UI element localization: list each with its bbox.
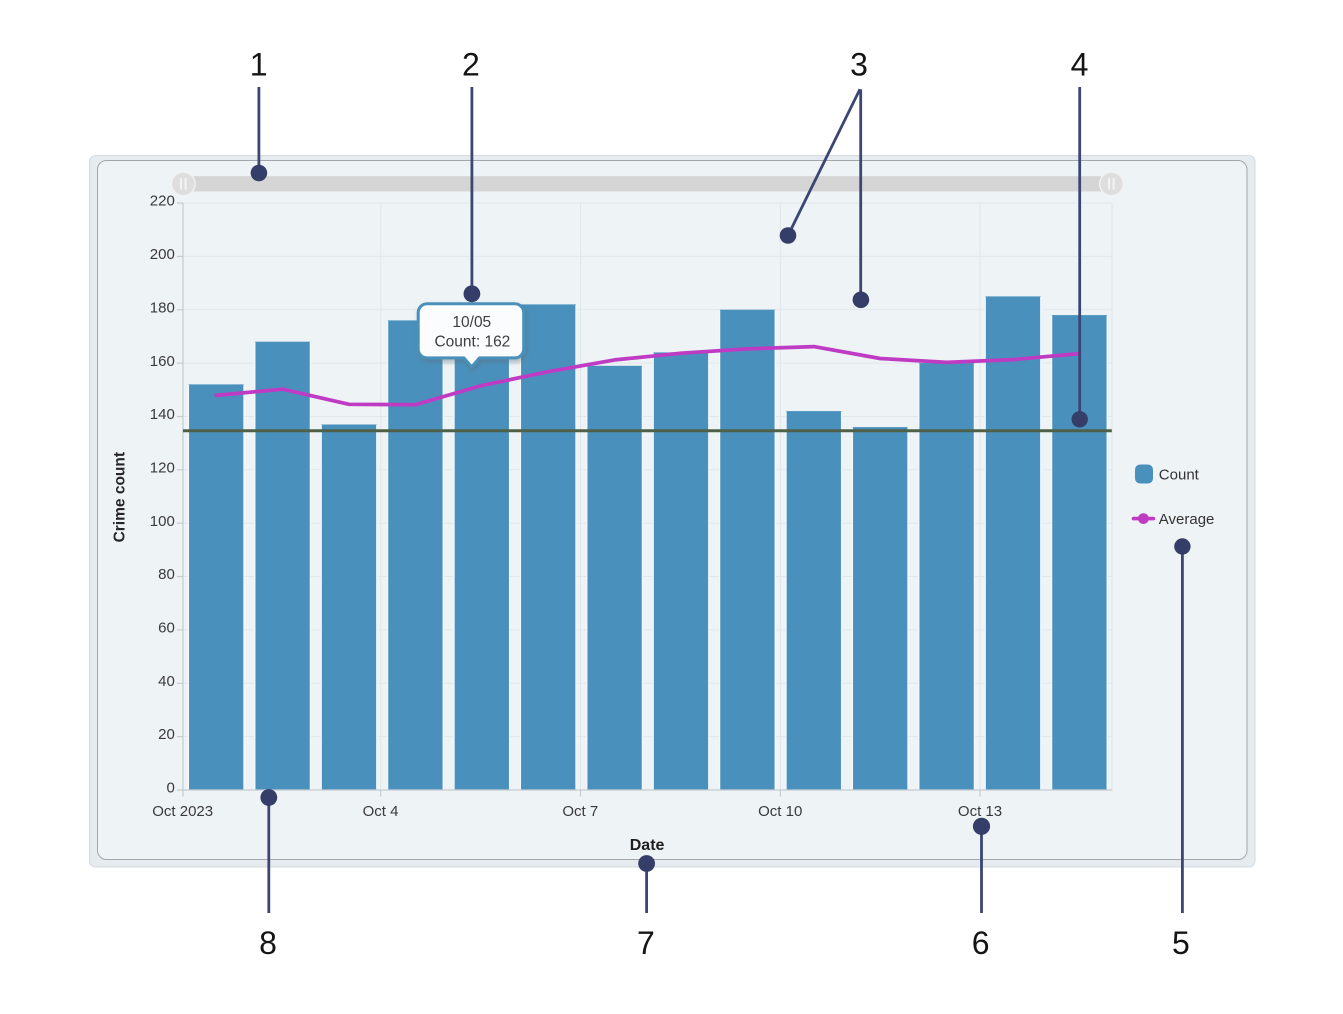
svg-text:2: 2 (462, 46, 480, 82)
svg-text:1: 1 (250, 46, 268, 82)
svg-text:160: 160 (150, 353, 175, 370)
svg-text:Count: Count (1159, 467, 1200, 484)
svg-text:20: 20 (158, 726, 175, 743)
svg-text:6: 6 (972, 925, 990, 961)
svg-text:120: 120 (150, 460, 175, 477)
svg-text:Date: Date (630, 837, 665, 854)
svg-text:Oct 13: Oct 13 (958, 803, 1002, 820)
svg-text:220: 220 (150, 193, 175, 210)
svg-text:100: 100 (150, 513, 175, 530)
svg-text:80: 80 (158, 566, 175, 583)
svg-text:Oct 7: Oct 7 (562, 803, 598, 820)
svg-text:10/05: 10/05 (452, 314, 491, 331)
svg-text:Crime count: Crime count (112, 452, 129, 542)
svg-text:7: 7 (637, 925, 655, 961)
svg-text:5: 5 (1172, 925, 1190, 961)
svg-text:3: 3 (850, 46, 868, 82)
svg-text:180: 180 (150, 299, 175, 316)
svg-text:Oct 4: Oct 4 (363, 803, 399, 820)
svg-text:0: 0 (166, 780, 174, 797)
svg-text:40: 40 (158, 673, 175, 690)
svg-text:60: 60 (158, 620, 175, 637)
svg-text:Average: Average (1159, 511, 1215, 528)
svg-text:Count: 162: Count: 162 (434, 334, 510, 351)
svg-text:Oct 2023: Oct 2023 (152, 803, 213, 820)
svg-text:200: 200 (150, 246, 175, 263)
svg-text:Oct 10: Oct 10 (758, 803, 802, 820)
svg-text:8: 8 (259, 925, 277, 961)
svg-text:140: 140 (150, 406, 175, 423)
svg-text:4: 4 (1071, 46, 1089, 82)
